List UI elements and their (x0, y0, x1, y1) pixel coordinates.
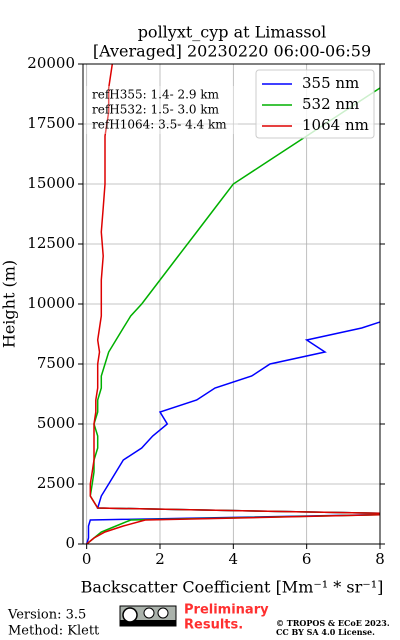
y-tick-label: 10000 (27, 294, 75, 312)
cc-band (120, 620, 176, 626)
chart-title: pollyxt_cyp at Limassol (138, 23, 327, 42)
copyright: CC BY SA 4.0 License. (276, 627, 375, 637)
legend: 355 nm 532 nm 1064 nm (255, 69, 375, 139)
x-tick-label: 0 (82, 550, 92, 568)
x-axis-label: Backscatter Coefficient [Mm⁻¹ * sr⁻¹] (81, 578, 384, 597)
lines (85, 64, 380, 544)
by-icon (143, 607, 155, 619)
preliminary: Preliminary (184, 603, 269, 618)
y-tick-label: 17500 (27, 114, 75, 132)
y-tick-label: 7500 (37, 354, 75, 372)
cc-icon (122, 607, 138, 623)
copyright: © TROPOS & ECoE 2023. (276, 618, 390, 628)
y-tick-label: 2500 (37, 474, 75, 492)
annotations: refH355: 1.4- 2.9 km refH532: 1.5- 3.0 k… (86, 86, 238, 134)
legend-box (255, 69, 375, 139)
sa-icon (157, 607, 169, 619)
preliminary: Results. (184, 618, 243, 633)
annotation: refH532: 1.5- 3.0 km (92, 103, 220, 117)
ticks: 0 2 4 6 8 0 2500 5000 7500 10000 12500 15000 17500 20… (27, 54, 385, 568)
annotation: refH355: 1.4- 2.9 km (92, 88, 220, 102)
y-tick-label: 0 (65, 534, 75, 552)
version: Version: 3.5 (7, 608, 86, 623)
plot-frame (82, 63, 381, 545)
annotation-bg (86, 86, 238, 134)
y-tick-label: 20000 (27, 54, 75, 72)
x-tick-label: 4 (229, 550, 239, 568)
annotation: refH1064: 3.5- 4.4 km (92, 118, 227, 132)
x-tick-label: 2 (155, 550, 165, 568)
y-axis-label: Height (m) (0, 260, 19, 348)
y-tick-label: 12500 (27, 234, 75, 252)
legend-label: 1064 nm (302, 116, 369, 134)
x-tick-label: 8 (375, 550, 385, 568)
legend-label: 355 nm (302, 74, 359, 92)
method: Method: Klett (8, 624, 100, 639)
chart-subtitle: [Averaged] 20230220 06:00-06:59 (93, 42, 371, 61)
profile-line (86, 64, 380, 544)
y-tick-label: 15000 (27, 174, 75, 192)
x-tick-label: 6 (302, 550, 312, 568)
cc-logo (119, 605, 177, 627)
legend-label: 532 nm (302, 95, 359, 113)
y-tick-label: 5000 (37, 414, 75, 432)
